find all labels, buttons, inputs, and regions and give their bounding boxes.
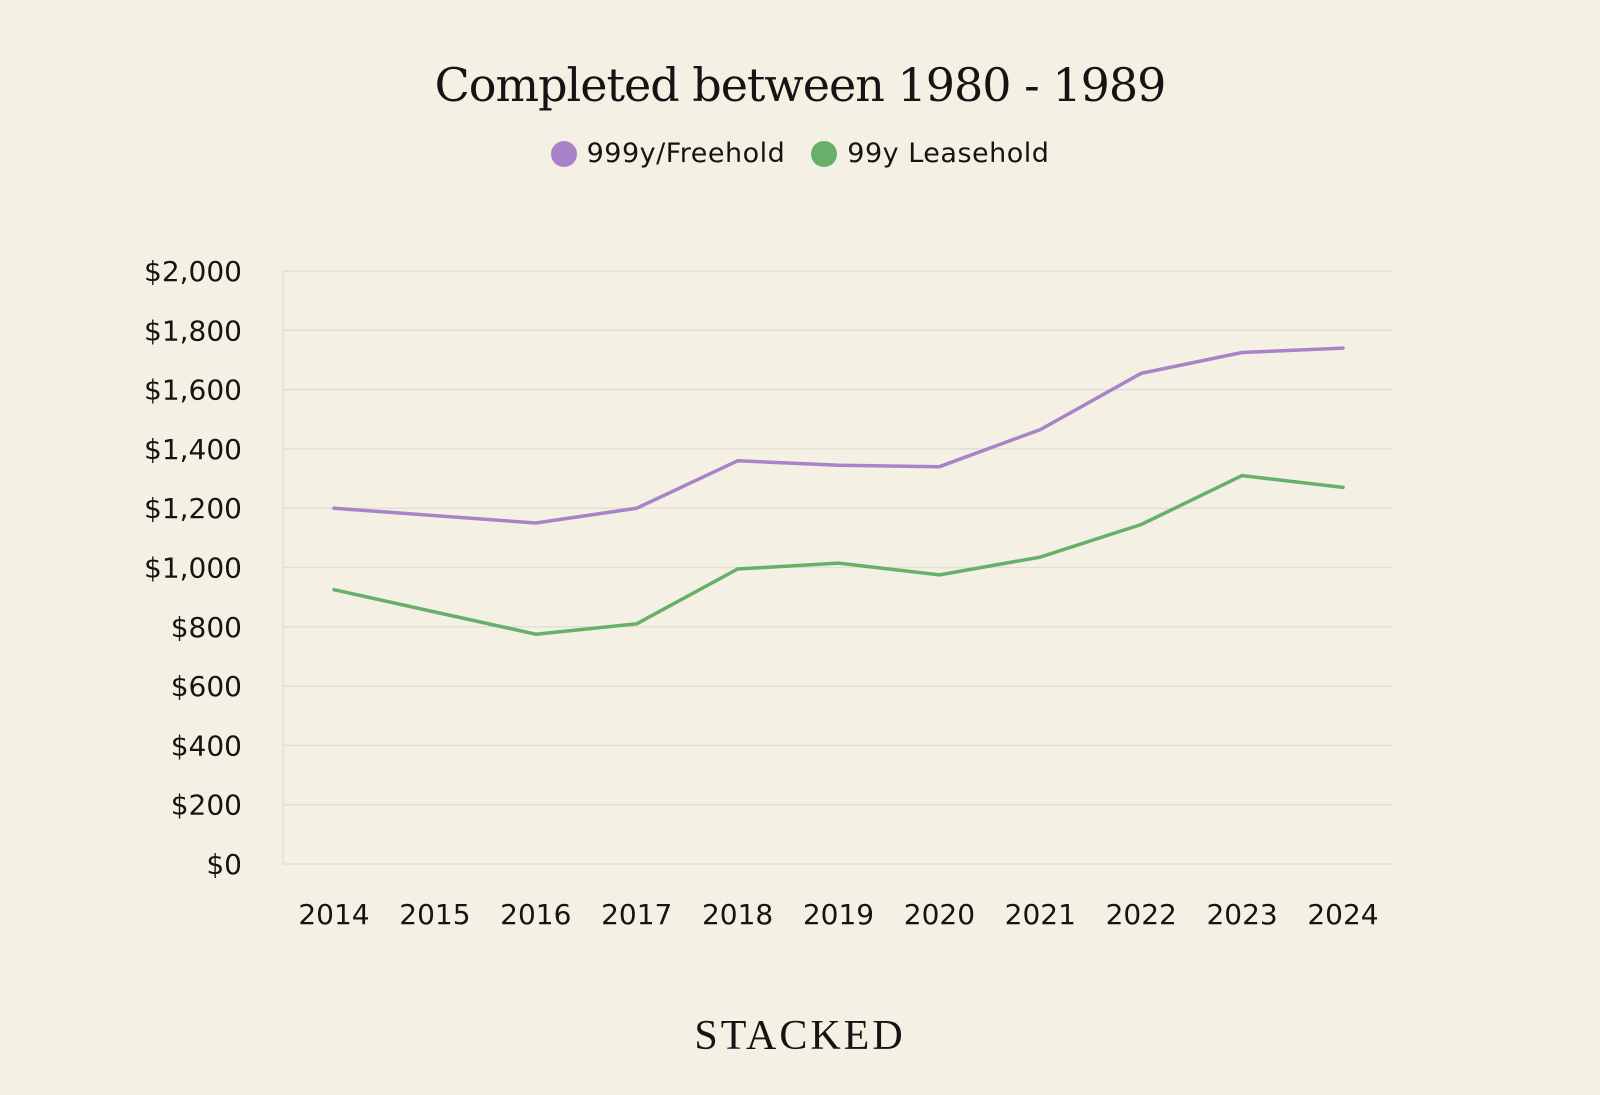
y-tick-label: $0 [206, 848, 242, 881]
legend-swatch-leasehold [811, 140, 838, 167]
y-tick-label: $200 [171, 789, 242, 822]
x-tick-label: 2017 [601, 898, 672, 931]
y-tick-label: $400 [171, 729, 242, 762]
chart-title: Completed between 1980 - 1989 [434, 58, 1167, 112]
legend-item-freehold: 999y/Freehold [550, 138, 786, 169]
y-tick-label: $1,000 [144, 552, 242, 585]
x-tick-label: 2015 [399, 898, 470, 931]
legend-swatch-freehold [550, 140, 577, 167]
x-tick-label: 2021 [1005, 898, 1076, 931]
legend-label-leasehold: 99y Leasehold [847, 138, 1050, 169]
brand-wordmark: STACKED [694, 1013, 906, 1059]
y-tick-label: $1,600 [144, 374, 242, 407]
x-tick-label: 2014 [298, 898, 369, 931]
y-tick-label: $1,800 [144, 314, 242, 347]
x-tick-label: 2020 [904, 898, 975, 931]
y-tick-label: $2,000 [144, 255, 242, 288]
x-tick-label: 2024 [1307, 898, 1378, 931]
chart-legend: 999y/Freehold 99y Leasehold [0, 138, 1600, 169]
x-tick-label: 2018 [702, 898, 773, 931]
y-tick-label: $1,200 [144, 492, 242, 525]
x-tick-label: 2022 [1106, 898, 1177, 931]
legend-label-freehold: 999y/Freehold [586, 138, 786, 169]
x-tick-label: 2016 [500, 898, 571, 931]
series-line-leasehold [332, 473, 1345, 636]
y-tick-label: $800 [171, 611, 242, 644]
x-tick-label: 2019 [803, 898, 874, 931]
x-tick-label: 2023 [1206, 898, 1277, 931]
legend-item-leasehold: 99y Leasehold [811, 138, 1049, 169]
series-line-freehold [332, 346, 1345, 525]
y-tick-label: $600 [171, 670, 242, 703]
y-tick-label: $1,400 [144, 433, 242, 466]
